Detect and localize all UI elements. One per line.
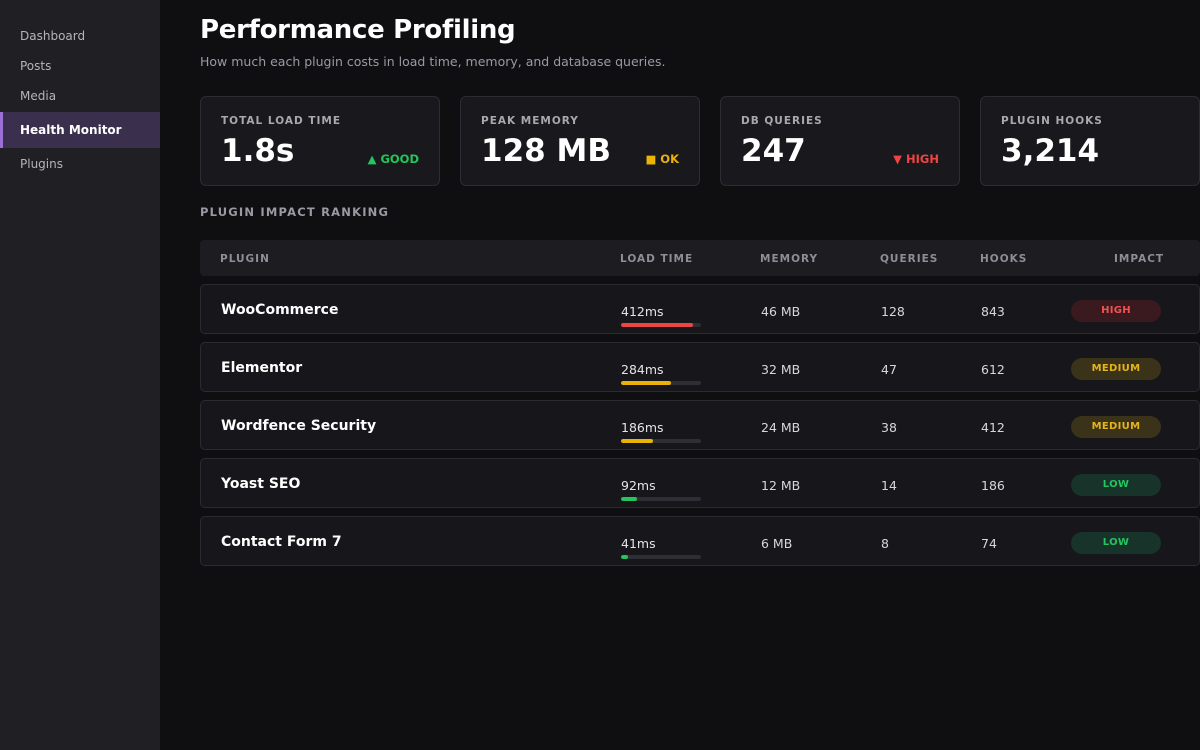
impact-badge: LOW — [1071, 474, 1161, 496]
stat-value: 1.8s — [221, 133, 295, 169]
stat-status-badge: ▼ HIGH — [893, 152, 939, 166]
stat-card-total-load-time: TOTAL LOAD TIME 1.8s ▲ GOOD — [200, 96, 440, 186]
column-header-impact[interactable]: IMPACT — [1114, 253, 1165, 265]
hooks-value: 74 — [981, 536, 997, 551]
load-time-value: 41ms — [621, 536, 656, 551]
hooks-value: 612 — [981, 362, 1005, 377]
stat-value: 128 MB — [481, 133, 611, 169]
hooks-value: 186 — [981, 478, 1005, 493]
table-row[interactable]: WooCommerce 412ms 46 MB 128 843 HIGH — [200, 284, 1200, 334]
memory-value: 32 MB — [761, 362, 801, 377]
plugin-name: Yoast SEO — [221, 476, 301, 492]
stat-label: PEAK MEMORY — [481, 115, 579, 127]
table-row[interactable]: Wordfence Security 186ms 24 MB 38 412 MEDIUM — [200, 400, 1200, 450]
sidebar-item-posts[interactable]: Posts — [20, 59, 52, 73]
section-title: PLUGIN IMPACT RANKING — [200, 205, 390, 219]
table-row[interactable]: Contact Form 7 41ms 6 MB 8 74 LOW — [200, 516, 1200, 566]
stat-status-badge: ■ OK — [645, 152, 679, 166]
stat-label: TOTAL LOAD TIME — [221, 115, 342, 127]
load-time-value: 92ms — [621, 478, 656, 493]
queries-value: 38 — [881, 420, 897, 435]
plugin-name: WooCommerce — [221, 302, 339, 318]
plugin-name: Wordfence Security — [221, 418, 377, 434]
load-time-bar-fill — [621, 381, 671, 385]
memory-value: 12 MB — [761, 478, 801, 493]
queries-value: 128 — [881, 304, 905, 319]
load-time-bar-fill — [621, 497, 637, 501]
impact-badge: MEDIUM — [1071, 358, 1161, 380]
load-time-value: 284ms — [621, 362, 664, 377]
page-title: Performance Profiling — [200, 15, 516, 45]
hooks-value: 843 — [981, 304, 1005, 319]
impact-badge: HIGH — [1071, 300, 1161, 322]
load-time-bar — [621, 439, 701, 443]
sidebar: Dashboard Posts Media Health Monitor Plu… — [0, 0, 160, 750]
table-row[interactable]: Elementor 284ms 32 MB 47 612 MEDIUM — [200, 342, 1200, 392]
column-header-memory[interactable]: MEMORY — [760, 253, 819, 265]
sidebar-nav: Dashboard Posts Media Health Monitor Plu… — [0, 21, 160, 179]
load-time-bar-fill — [621, 555, 629, 559]
memory-value: 24 MB — [761, 420, 801, 435]
table-header: PLUGIN LOAD TIME MEMORY QUERIES HOOKS IM… — [200, 240, 1200, 276]
page-subtitle: How much each plugin costs in load time,… — [200, 54, 666, 69]
stat-label: PLUGIN HOOKS — [1001, 115, 1103, 127]
memory-value: 46 MB — [761, 304, 801, 319]
stat-card-plugin-hooks: PLUGIN HOOKS 3,214 — [980, 96, 1200, 186]
sidebar-item-media[interactable]: Media — [20, 89, 57, 103]
impact-badge: MEDIUM — [1071, 416, 1161, 438]
queries-value: 8 — [881, 536, 889, 551]
load-time-value: 186ms — [621, 420, 664, 435]
load-time-bar — [621, 497, 701, 501]
stat-card-peak-memory: PEAK MEMORY 128 MB ■ OK — [460, 96, 700, 186]
sidebar-item-plugins[interactable]: Plugins — [20, 157, 63, 171]
impact-badge: LOW — [1071, 532, 1161, 554]
plugin-name: Contact Form 7 — [221, 534, 342, 550]
plugin-name: Elementor — [221, 360, 303, 376]
memory-value: 6 MB — [761, 536, 793, 551]
load-time-bar-fill — [621, 323, 693, 327]
load-time-bar — [621, 381, 701, 385]
column-header-hooks[interactable]: HOOKS — [980, 253, 1028, 265]
load-time-bar — [621, 323, 701, 327]
load-time-bar — [621, 555, 701, 559]
stat-label: DB QUERIES — [741, 115, 823, 127]
stat-value: 3,214 — [1001, 133, 1100, 169]
column-header-queries[interactable]: QUERIES — [880, 253, 939, 265]
queries-value: 14 — [881, 478, 897, 493]
stat-card-db-queries: DB QUERIES 247 ▼ HIGH — [720, 96, 960, 186]
stat-status-badge: ▲ GOOD — [367, 152, 419, 166]
load-time-value: 412ms — [621, 304, 664, 319]
sidebar-item-dashboard[interactable]: Dashboard — [20, 29, 86, 43]
column-header-plugin[interactable]: PLUGIN — [220, 253, 270, 265]
sidebar-item-health-monitor[interactable]: Health Monitor — [0, 112, 160, 148]
column-header-load-time[interactable]: LOAD TIME — [620, 253, 694, 265]
table-row[interactable]: Yoast SEO 92ms 12 MB 14 186 LOW — [200, 458, 1200, 508]
stat-value: 247 — [741, 133, 806, 169]
hooks-value: 412 — [981, 420, 1005, 435]
queries-value: 47 — [881, 362, 897, 377]
load-time-bar-fill — [621, 439, 653, 443]
